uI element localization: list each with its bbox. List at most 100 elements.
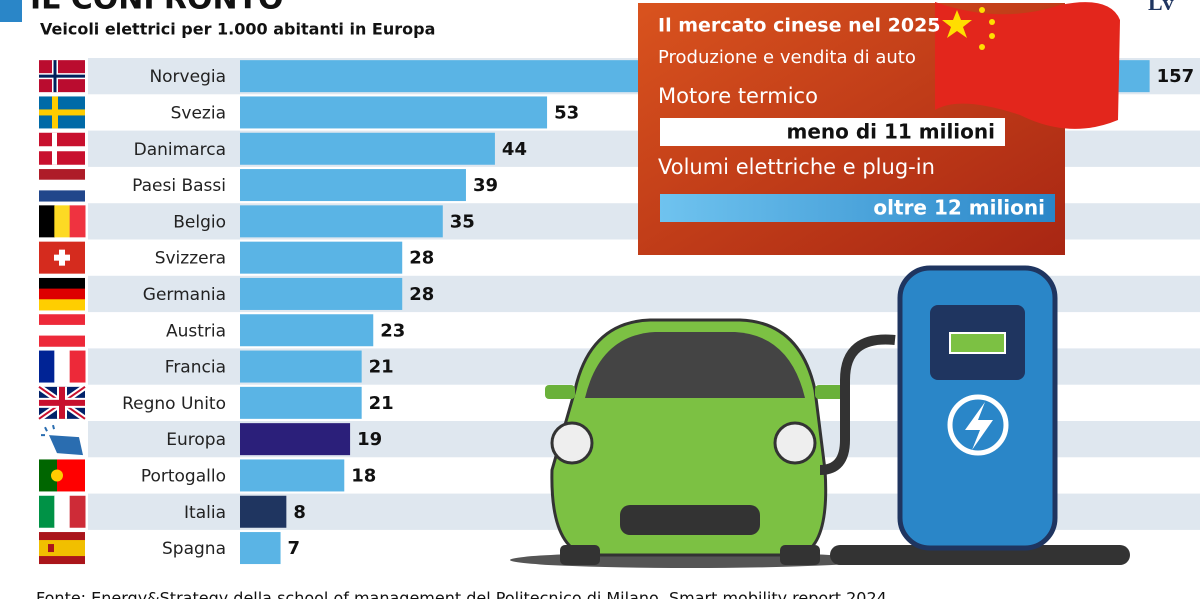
bar [240, 495, 287, 528]
flag-part [48, 544, 54, 553]
flag [41, 424, 83, 456]
flag [39, 205, 86, 238]
bar [240, 423, 351, 456]
subtitle: Veicoli elettrici per 1.000 abitanti in … [40, 20, 435, 39]
flag [39, 459, 85, 492]
value-label: 21 [369, 393, 394, 414]
inset-value: oltre 12 milioni [873, 196, 1045, 220]
flag-part [69, 495, 86, 528]
flag [37, 384, 87, 422]
flag-part [39, 288, 85, 300]
inset-title: Il mercato cinese nel 2025 [658, 15, 941, 37]
category-label: Italia [184, 503, 226, 523]
flag [39, 241, 85, 274]
flag-part [39, 109, 85, 116]
value-label: 7 [288, 538, 301, 559]
value-label: 21 [369, 357, 394, 378]
bar [240, 386, 362, 419]
inset-box: Il mercato cinese nel 2025 Produzione e … [638, 2, 1120, 255]
flag [39, 277, 85, 311]
bar [240, 205, 443, 238]
flag-part [39, 335, 85, 347]
category-label: Norvegia [149, 67, 226, 87]
value-label: 19 [357, 429, 382, 450]
flag [39, 314, 85, 347]
flag-part [39, 74, 85, 78]
title-marker [0, 0, 22, 22]
bar [240, 96, 548, 129]
flag-part [39, 169, 85, 181]
flag [39, 96, 85, 129]
flag-part [54, 205, 71, 238]
flag-part [39, 314, 85, 326]
value-label: 23 [380, 320, 405, 341]
flag-part [54, 495, 71, 528]
value-label: 18 [351, 465, 376, 486]
flag-part [39, 399, 85, 406]
value-label: 35 [450, 211, 475, 232]
category-label: Spagna [162, 539, 226, 559]
flag-part [39, 277, 85, 290]
flag-part [39, 205, 55, 238]
flag-part [39, 540, 85, 557]
inset-value-box [660, 118, 1005, 146]
value-label: 53 [554, 102, 579, 123]
value-label: 44 [502, 139, 527, 160]
value-label: 8 [293, 502, 306, 523]
flag [39, 350, 86, 383]
flag-part [39, 299, 85, 311]
value-label: 28 [409, 284, 434, 305]
title: IL CONFRONTO [30, 0, 284, 17]
category-label: Europa [166, 430, 226, 450]
flag [39, 60, 85, 93]
flag-part [49, 435, 83, 456]
flag-part [39, 495, 55, 528]
flag-part [39, 324, 85, 337]
bar [240, 169, 466, 202]
flag-part [39, 146, 85, 152]
bar [240, 277, 403, 310]
bar [240, 350, 362, 383]
category-label: Francia [165, 358, 226, 378]
bar [240, 314, 374, 347]
inset-subtitle: Produzione e vendita di auto [658, 47, 916, 68]
flag-part [39, 350, 55, 383]
category-label: Danimarca [134, 140, 226, 160]
value-label: 28 [409, 248, 434, 269]
flag-part [69, 205, 86, 238]
flag [39, 169, 85, 202]
flag-part [39, 190, 85, 202]
car-illustration [510, 318, 870, 568]
inset-label: Volumi elettriche e plug-in [658, 155, 935, 179]
value-label: 39 [473, 175, 498, 196]
category-label: Portogallo [141, 466, 226, 486]
value-label: 157 [1157, 66, 1195, 87]
flag [39, 495, 86, 528]
bar [240, 241, 403, 274]
flag [39, 532, 85, 565]
flag-part [39, 459, 57, 492]
charger-illustration [819, 265, 1130, 565]
logo: Lv [1148, 0, 1174, 15]
flag-part [41, 424, 55, 437]
category-label: Austria [166, 321, 226, 341]
category-label: Svizzera [155, 249, 226, 269]
source: Fonte: Energy&Strategy della school of m… [36, 589, 887, 599]
bar [240, 459, 345, 492]
inset-value-box [660, 194, 1055, 222]
category-label: Germania [143, 285, 226, 305]
flag-part [69, 350, 86, 383]
category-label: Belgio [173, 212, 226, 232]
flag-part [54, 350, 71, 383]
flag [39, 132, 85, 165]
inset-label: Motore termico [658, 84, 818, 108]
bar [240, 132, 495, 165]
category-label: Paesi Bassi [132, 176, 226, 196]
flag-part [39, 179, 85, 191]
bar [240, 532, 281, 565]
category-label: Regno Unito [122, 394, 226, 414]
category-label: Svezia [171, 103, 226, 123]
inset-value: meno di 11 milioni [786, 120, 995, 144]
flag-part [51, 469, 63, 482]
